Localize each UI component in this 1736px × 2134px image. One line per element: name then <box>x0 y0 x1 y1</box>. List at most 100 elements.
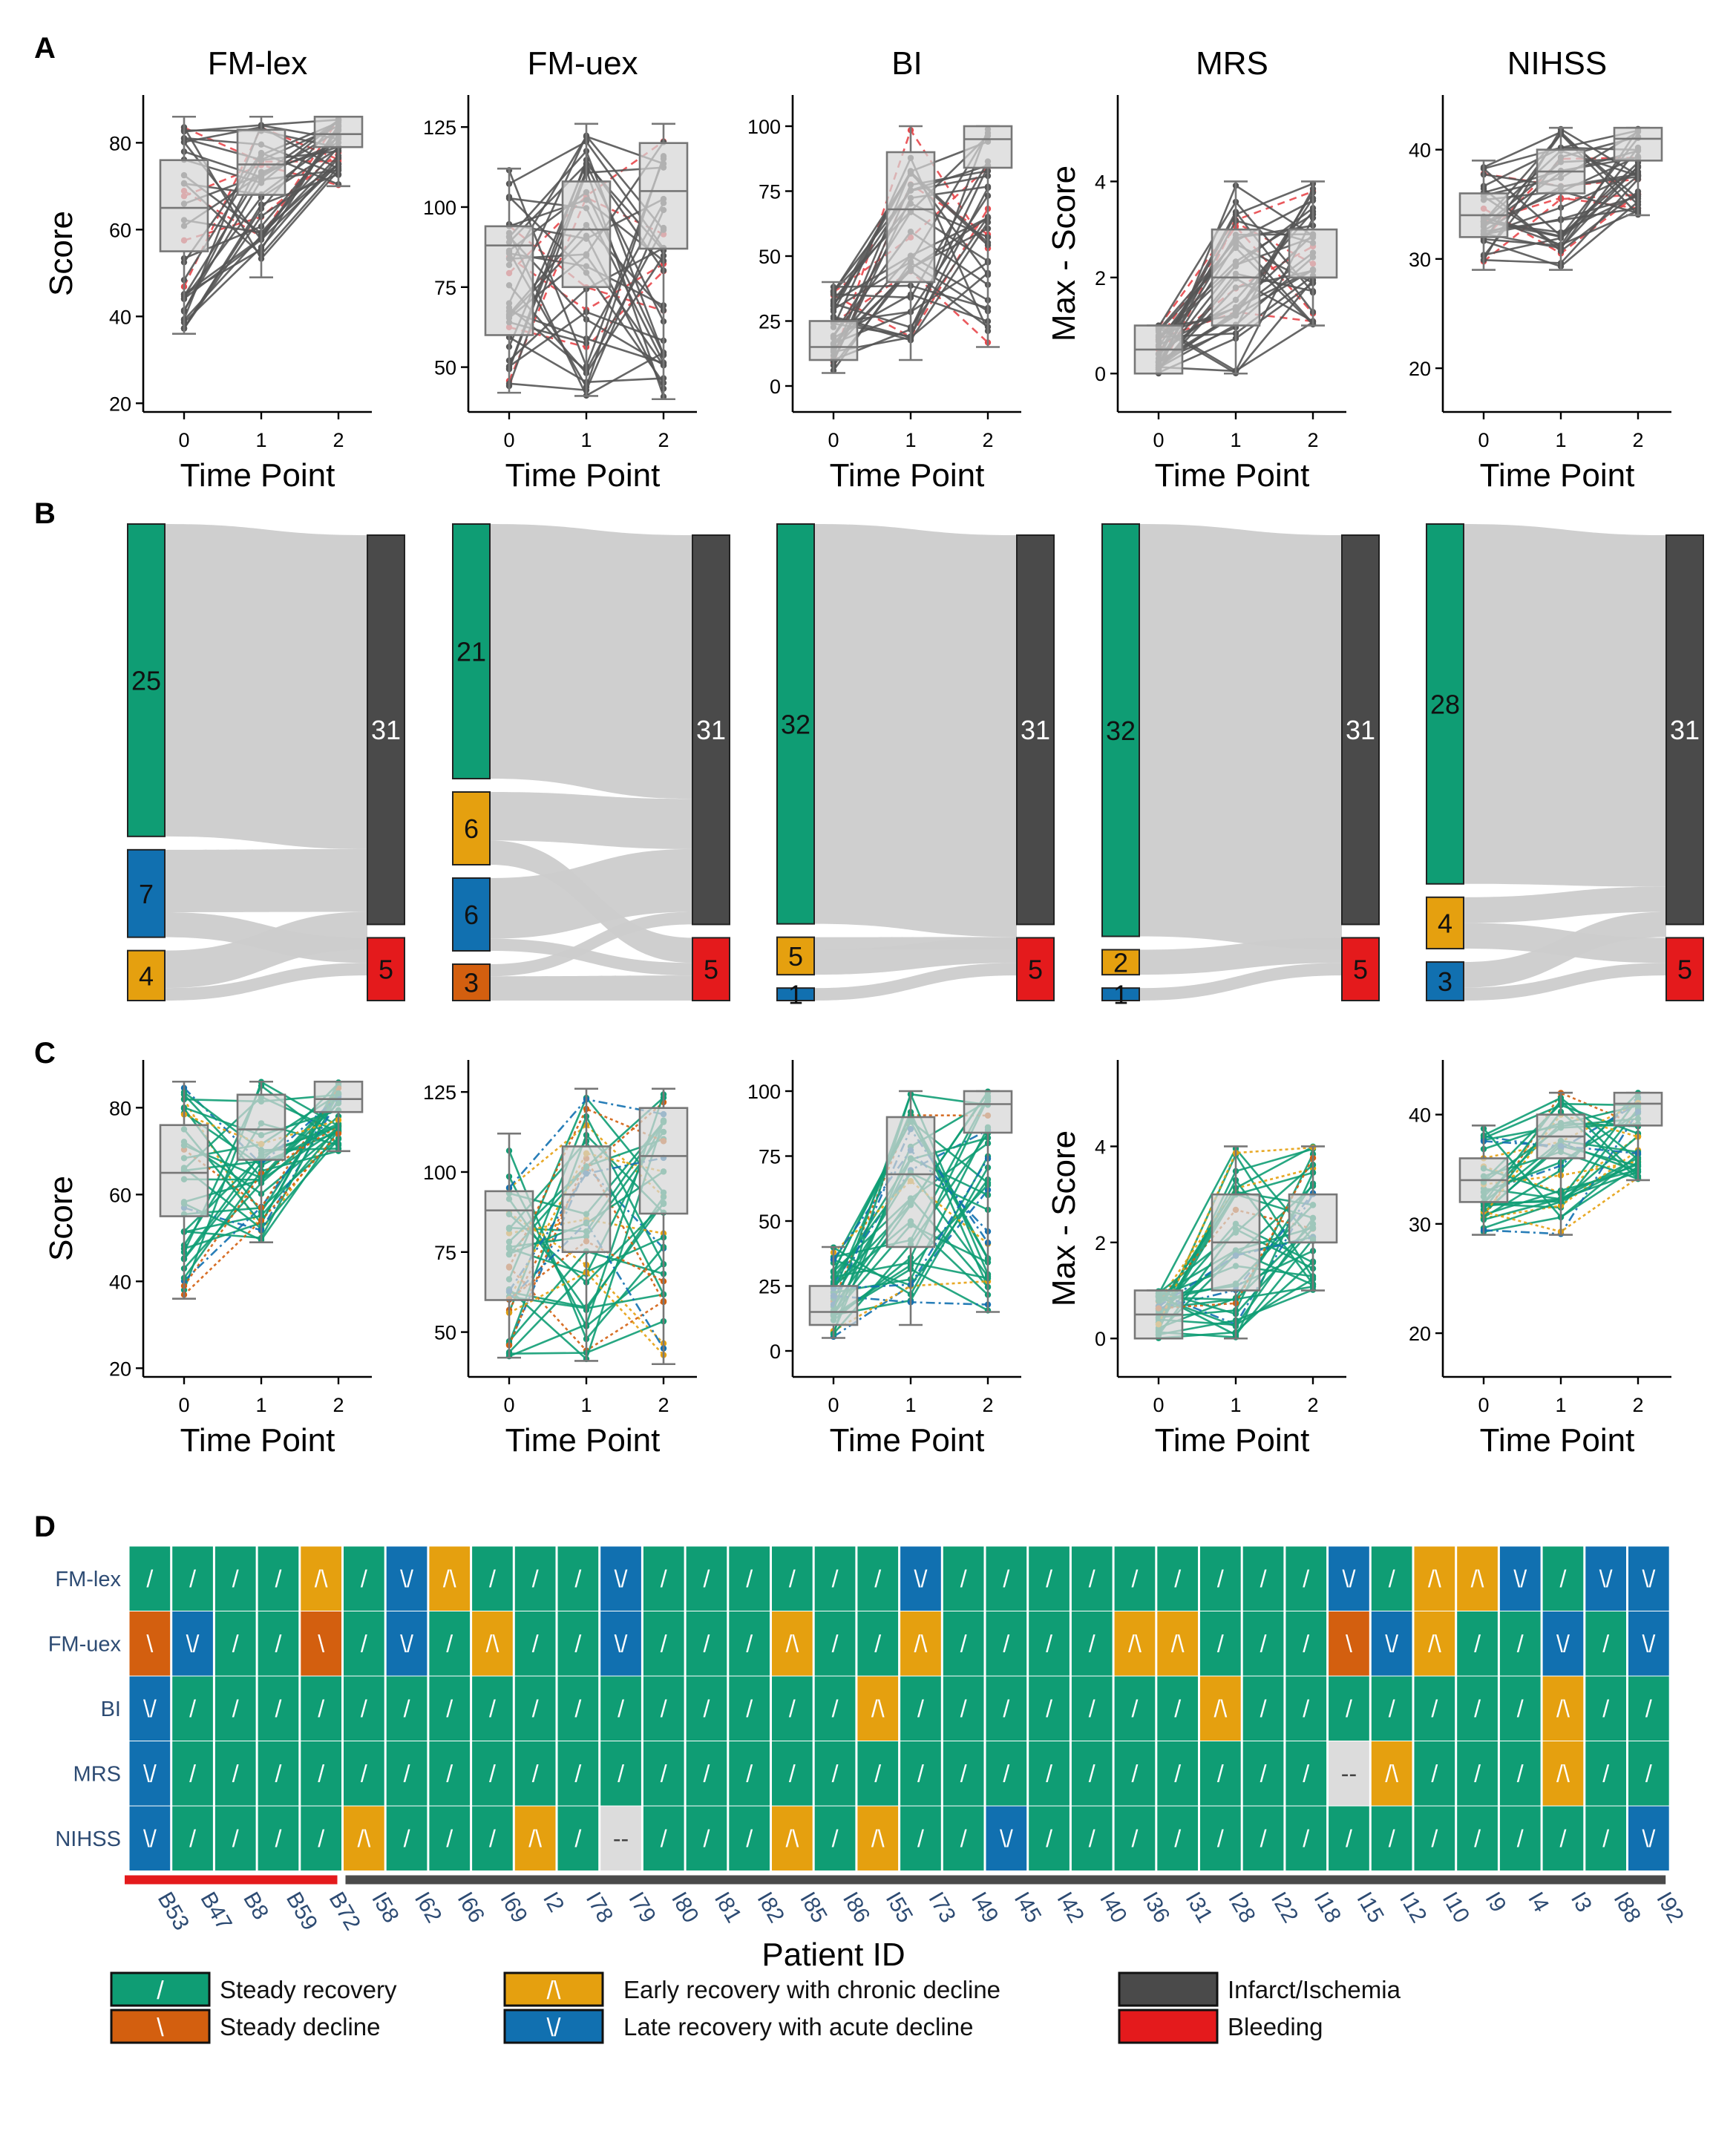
y-tick-label: 30 <box>1409 249 1431 271</box>
heatmap-cell-symbol: / <box>661 1565 667 1592</box>
sankey-node-label: 1 <box>788 980 803 1010</box>
y-tick-label: 20 <box>1409 358 1431 380</box>
y-tick-label: 100 <box>423 197 456 219</box>
patient-line <box>183 163 339 197</box>
chart-title: BI <box>891 45 923 82</box>
heatmap-cell <box>729 1546 770 1611</box>
heatmap-cell-symbol: / <box>1303 1825 1309 1852</box>
heatmap-cell <box>1285 1676 1327 1741</box>
x-tick-label: 0 <box>503 1394 514 1416</box>
patient-id-label: I12 <box>1395 1888 1431 1928</box>
heatmap-cell-symbol: / <box>832 1825 839 1852</box>
x-axis-label: Time Point <box>1155 1422 1310 1459</box>
patient-id-label: I62 <box>410 1888 446 1928</box>
heatmap-cell <box>472 1741 513 1806</box>
sankey-node-left <box>776 936 815 976</box>
heatmap-cell <box>1071 1741 1113 1806</box>
box-iqr <box>808 1285 859 1326</box>
legend-label: Late recovery with acute decline <box>623 2013 973 2040</box>
heatmap-cell-symbol: / <box>1303 1695 1309 1722</box>
sankey-node-right <box>1341 534 1380 926</box>
y-tick-label: 60 <box>109 219 131 241</box>
heatmap-cell <box>1200 1806 1241 1870</box>
heatmap-cell <box>1585 1676 1626 1741</box>
heatmap-cell <box>214 1741 256 1806</box>
chart-nihss-C: 20 30 40 0 1 2 Time Point <box>1409 1060 1671 1459</box>
y-tick-label: 40 <box>109 306 131 328</box>
heatmap-cell-symbol: / <box>532 1565 539 1592</box>
heatmap-cell <box>643 1611 684 1676</box>
box-iqr <box>1288 228 1338 279</box>
panel-label-c: C <box>34 1037 56 1070</box>
patient-id-label: I79 <box>623 1888 660 1928</box>
y-tick-label: 75 <box>434 1242 456 1264</box>
heatmap-cell <box>900 1676 941 1741</box>
heatmap-cell <box>686 1611 727 1676</box>
patient-line <box>508 1107 664 1269</box>
y-tick-label: 100 <box>747 116 781 138</box>
heatmap-cell <box>1542 1806 1584 1870</box>
heatmap-cell <box>557 1741 599 1806</box>
heatmap-cell-symbol: / <box>189 1565 196 1592</box>
patient-id-label: I80 <box>666 1888 703 1928</box>
patient-id-label: I31 <box>1181 1888 1217 1928</box>
x-tick-label: 1 <box>905 1394 916 1416</box>
y-tick-label: 2 <box>1095 1232 1106 1254</box>
heatmap-row-label: NIHSS <box>55 1827 121 1851</box>
heatmap-cell-symbol: / <box>1132 1825 1139 1852</box>
heatmap-cell <box>729 1676 770 1741</box>
box-t0 <box>159 115 209 336</box>
heatmap-cell <box>643 1806 684 1870</box>
heatmap-cell <box>1242 1611 1284 1676</box>
heatmap-cell <box>386 1611 428 1676</box>
heatmap-cell <box>1029 1806 1070 1870</box>
patient-id-label: I88 <box>1609 1888 1645 1928</box>
heatmap-cell <box>258 1806 299 1870</box>
heatmap-cell-symbol: / <box>1089 1760 1095 1787</box>
y-tick-label: 75 <box>434 277 456 299</box>
heatmap-cell-symbol: /\ <box>1385 1760 1398 1787</box>
heatmap-cell <box>172 1741 213 1806</box>
heatmap-cell <box>643 1741 684 1806</box>
box-t2 <box>963 125 1013 348</box>
heatmap-cell <box>258 1676 299 1741</box>
heatmap-cell <box>386 1676 428 1741</box>
patient-line <box>833 1189 989 1338</box>
heatmap-cell <box>557 1546 599 1611</box>
x-tick-label: 1 <box>580 429 592 451</box>
heatmap-cell-symbol: / <box>232 1825 239 1852</box>
chart-title: NIHSS <box>1507 45 1607 82</box>
box-t2 <box>638 122 689 401</box>
heatmap-cell-symbol: / <box>746 1825 753 1852</box>
box-iqr <box>808 320 859 361</box>
sankey-node-right <box>1665 534 1704 926</box>
heatmap-cell-symbol: / <box>1217 1565 1224 1592</box>
sankey-node-label: 21 <box>456 637 486 667</box>
heatmap-cell <box>857 1806 899 1870</box>
x-axis-label: Patient ID <box>761 1937 905 1973</box>
heatmap-cell-symbol: / <box>1474 1825 1481 1852</box>
sankey-node-label: 31 <box>1346 715 1375 745</box>
box-iqr <box>561 1145 612 1254</box>
heatmap-cell-symbol: / <box>960 1630 967 1657</box>
y-tick-label: 50 <box>759 246 781 268</box>
heatmap-cell-symbol: / <box>789 1760 796 1787</box>
heatmap-cell-symbol: \/ <box>143 1825 157 1852</box>
y-tick-label: 4 <box>1095 171 1106 193</box>
heatmap-cell <box>301 1546 341 1611</box>
patient-id-label: I45 <box>1009 1888 1046 1928</box>
patient-id-label: I85 <box>795 1888 831 1928</box>
sankey-node-left <box>776 523 815 925</box>
heatmap-cell-symbol: / <box>746 1760 753 1787</box>
heatmap-cell-symbol: / <box>1346 1695 1352 1722</box>
chart-mrs-A: MRS 0 2 4 0 1 2 Time Point Max - Score <box>1046 45 1346 494</box>
sankey-flow <box>490 911 692 977</box>
sankey-node-right <box>692 534 730 926</box>
heatmap-cell-symbol: / <box>1174 1825 1181 1852</box>
heatmap-cell <box>643 1676 684 1741</box>
heatmap-cell-symbol: / <box>704 1565 710 1592</box>
heatmap-cell-symbol: / <box>1560 1565 1567 1592</box>
heatmap-cell-symbol: / <box>1174 1695 1181 1722</box>
heatmap-cell-symbol: / <box>446 1695 453 1722</box>
